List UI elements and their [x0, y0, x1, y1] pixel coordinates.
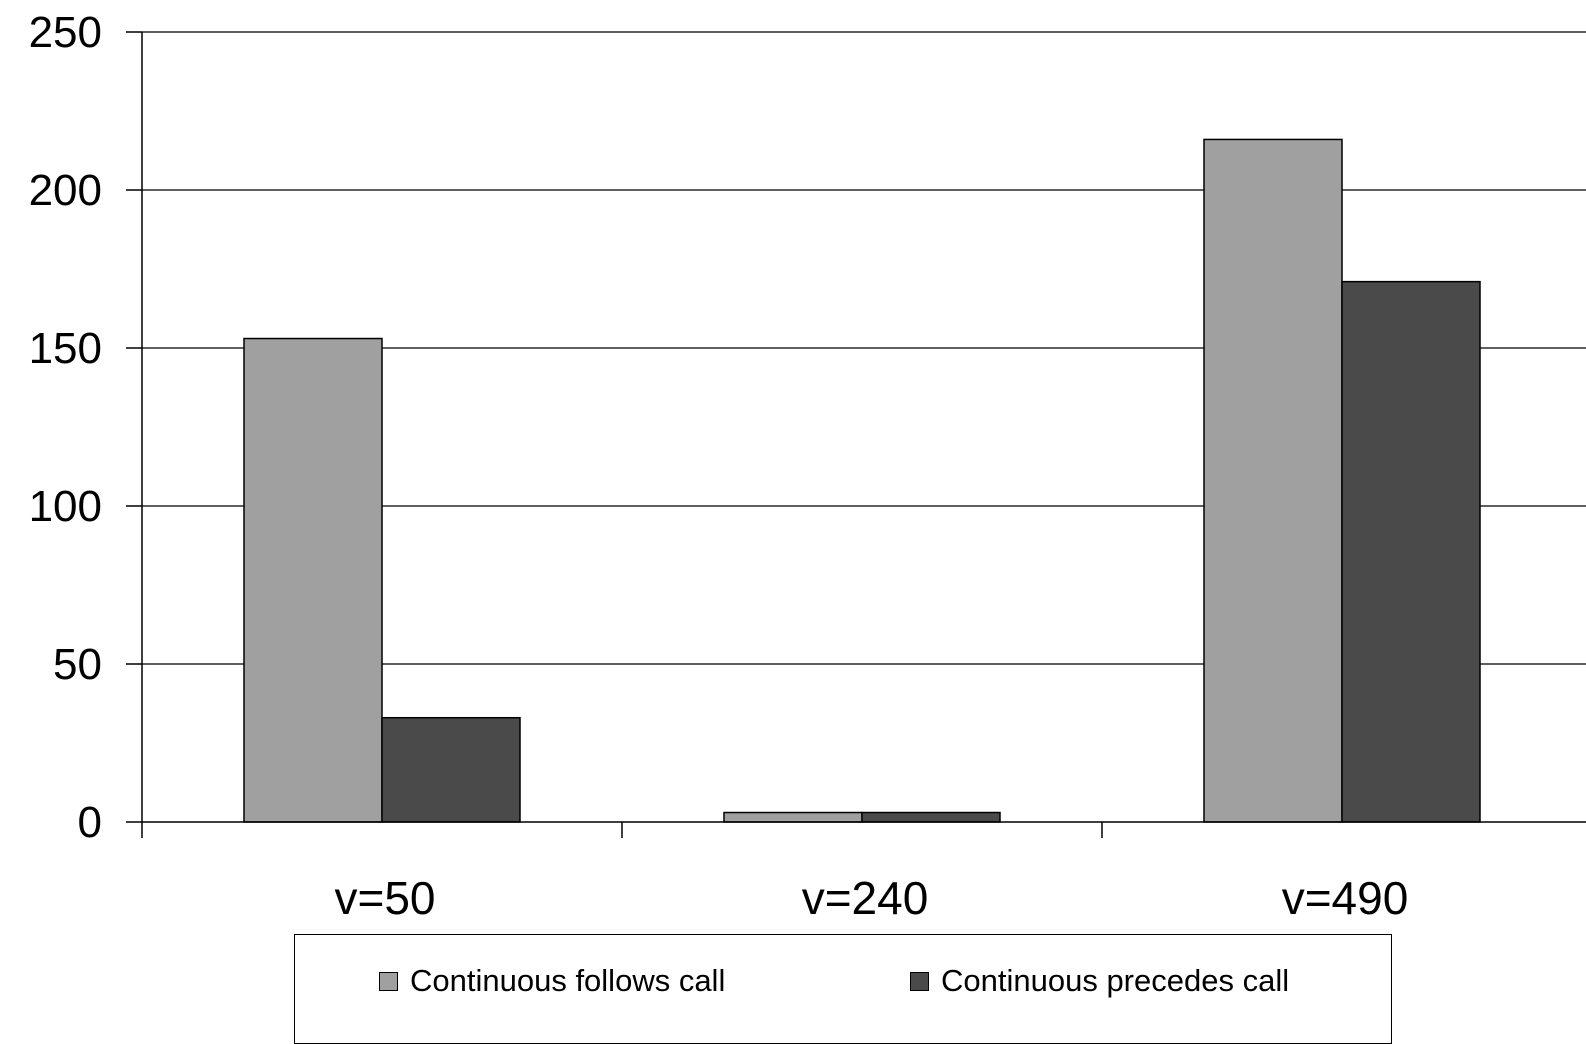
y-tick-label-50: 50 — [53, 640, 102, 689]
bar-precedes-2 — [1341, 280, 1481, 823]
legend-swatch-follows — [379, 971, 398, 991]
x-category-label-2: v=490 — [1282, 872, 1409, 924]
y-tick-label-0: 0 — [78, 798, 102, 847]
bar-follows-1 — [723, 811, 863, 823]
legend-swatch-precedes — [910, 971, 929, 991]
y-tick-label-100: 100 — [29, 482, 102, 531]
x-category-label-0: v=50 — [334, 872, 435, 924]
legend-item-precedes: Continuous precedes call — [910, 963, 1289, 999]
bar-precedes-1 — [861, 811, 1001, 823]
legend-label-precedes: Continuous precedes call — [941, 963, 1290, 998]
y-tick-label-250: 250 — [29, 8, 102, 57]
bar-precedes-0 — [381, 716, 521, 823]
legend-item-follows: Continuous follows call — [379, 963, 725, 999]
legend-label-follows: Continuous follows call — [410, 963, 726, 998]
legend: Continuous follows call Continuous prece… — [294, 934, 1392, 1044]
x-category-label-1: v=240 — [802, 872, 929, 924]
y-tick-label-200: 200 — [29, 166, 102, 215]
bar-follows-2 — [1203, 138, 1343, 823]
bar-follows-0 — [243, 337, 383, 823]
y-tick-label-150: 150 — [29, 324, 102, 373]
